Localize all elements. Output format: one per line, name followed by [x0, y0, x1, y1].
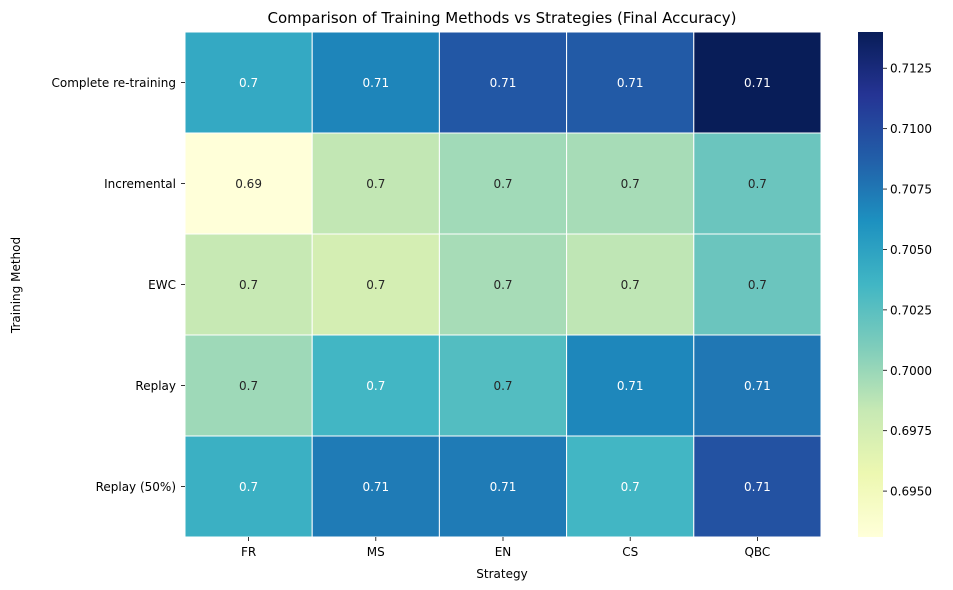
cell-annotation: 0.71 — [744, 76, 771, 90]
cell-annotation: 0.71 — [362, 76, 389, 90]
colorbar: 0.6950 0.6975 0.7000 0.7025 0.7050 0.7075 0.71… — [858, 32, 932, 537]
y-axis: Complete re-training Incremental EWC Replay… — [51, 76, 185, 494]
x-tick-label: EN — [495, 545, 512, 559]
colorbar-gradient — [858, 32, 883, 537]
cell-annotation: 0.7 — [239, 278, 258, 292]
cell-annotation: 0.7 — [366, 379, 385, 393]
y-tick-label: Replay (50%) — [96, 480, 176, 494]
colorbar-tick-label: 0.7050 — [890, 243, 932, 257]
cell-annotation: 0.7 — [621, 480, 640, 494]
colorbar-tick-label: 0.7000 — [890, 364, 932, 378]
y-axis-label: Training Method — [9, 237, 23, 334]
heatmap-cell — [311, 435, 440, 538]
heatmap-cell — [311, 233, 440, 336]
heatmap-cell — [566, 233, 695, 336]
cell-annotations: 0.7 0.71 0.71 0.71 0.71 0.69 0.7 0.7 0.7 0.7 0.7 0.… — [235, 76, 771, 494]
cell-annotation: 0.7 — [493, 278, 512, 292]
cell-annotation: 0.7 — [366, 278, 385, 292]
y-tick-label: Complete re-training — [51, 76, 176, 90]
heatmap-cell — [693, 132, 822, 235]
x-tick-label: FR — [241, 545, 256, 559]
x-tick-label: MS — [367, 545, 385, 559]
cell-annotation: 0.7 — [493, 177, 512, 191]
cell-annotation: 0.7 — [239, 480, 258, 494]
heatmap-cell — [184, 435, 313, 538]
chart-title: Comparison of Training Methods vs Strate… — [268, 9, 737, 27]
cell-annotation: 0.71 — [490, 76, 517, 90]
y-tick-label: Incremental — [104, 177, 176, 191]
heatmap-cell — [184, 132, 313, 235]
colorbar-tick-label: 0.7075 — [890, 183, 932, 197]
x-tick-label: QBC — [744, 545, 770, 559]
heatmap-cell — [693, 334, 822, 437]
heatmap-cell — [693, 435, 822, 538]
cell-annotation: 0.7 — [239, 76, 258, 90]
heatmap-cell — [438, 31, 568, 134]
heatmap-cell — [311, 334, 440, 437]
heatmap-cell — [693, 233, 822, 336]
heatmap-cell — [438, 334, 568, 437]
cell-annotation: 0.7 — [748, 177, 767, 191]
heatmap-cell — [438, 435, 568, 538]
cell-annotation: 0.71 — [362, 480, 389, 494]
heatmap-cell — [184, 31, 313, 134]
cell-annotation: 0.7 — [493, 379, 512, 393]
heatmap-cell — [693, 31, 822, 134]
x-tick-label: CS — [622, 545, 638, 559]
heatmap-cell — [438, 233, 568, 336]
colorbar-tick-label: 0.7025 — [890, 303, 932, 317]
y-tick-label: Replay — [135, 379, 176, 393]
cell-annotation: 0.7 — [621, 278, 640, 292]
cell-annotation: 0.71 — [617, 379, 644, 393]
cell-annotation: 0.71 — [617, 76, 644, 90]
heatmap-cell — [311, 31, 440, 134]
heatmap-cell — [566, 334, 695, 437]
cell-annotation: 0.7 — [621, 177, 640, 191]
cell-annotation: 0.7 — [239, 379, 258, 393]
cell-annotation: 0.7 — [748, 278, 767, 292]
heatmap-cells — [184, 31, 822, 538]
x-axis-label: Strategy — [476, 567, 527, 581]
cell-annotation: 0.71 — [490, 480, 517, 494]
cell-annotation: 0.71 — [744, 379, 771, 393]
colorbar-tick-label: 0.6950 — [890, 485, 932, 499]
colorbar-tick-label: 0.7100 — [890, 122, 932, 136]
heatmap-cell — [438, 132, 568, 235]
colorbar-tick-label: 0.7125 — [890, 62, 932, 76]
cell-annotation: 0.69 — [235, 177, 262, 191]
cell-annotation: 0.71 — [744, 480, 771, 494]
colorbar-tick-label: 0.6975 — [890, 424, 932, 438]
x-axis: FR MS EN CS QBC — [241, 537, 770, 559]
cell-annotation: 0.7 — [366, 177, 385, 191]
y-tick-label: EWC — [148, 278, 176, 292]
heatmap-cell — [566, 31, 695, 134]
